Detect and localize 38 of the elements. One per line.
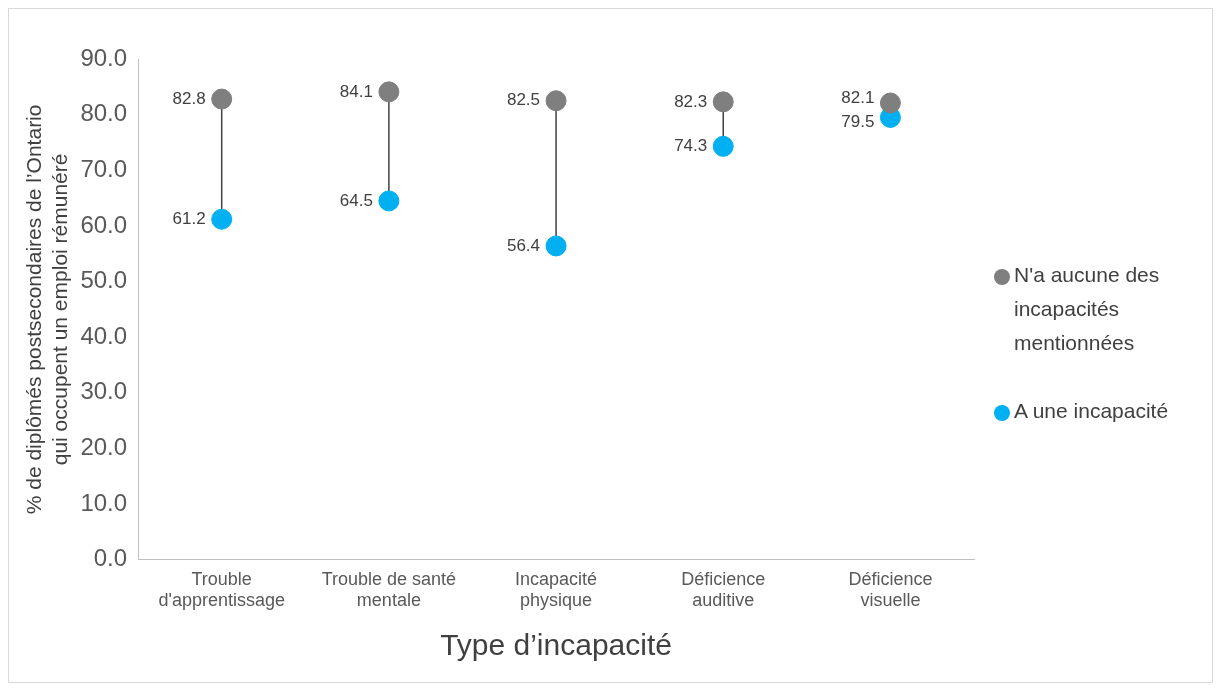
legend-label: N'a aucune des incapacités mentionnées <box>1014 261 1161 356</box>
data-label: 74.3 <box>674 136 708 156</box>
point <box>378 81 400 103</box>
point <box>545 90 567 112</box>
y-tick-label: 60.0 <box>80 210 128 238</box>
y-tick-label: 50.0 <box>80 266 128 294</box>
y-tick-label: 0.0 <box>93 544 128 572</box>
data-label: 84.1 <box>339 81 373 101</box>
data-label: 64.5 <box>339 190 373 210</box>
point <box>378 190 400 212</box>
data-label: 61.2 <box>172 208 206 228</box>
data-label: 82.1 <box>841 87 875 107</box>
legend-label: A une incapacité <box>1014 397 1169 424</box>
y-tick-label: 70.0 <box>80 154 128 182</box>
x-tick-label: Incapacité physique <box>515 568 598 611</box>
data-label: 82.3 <box>674 91 708 111</box>
x-axis-title: Type d’incapacité <box>440 628 672 662</box>
y-tick-label: 30.0 <box>80 377 128 405</box>
point <box>879 92 901 114</box>
y-axis-title: % de diplômés postsecondaires de l’Ontario qui occupent un emploi rémunéré <box>22 104 71 515</box>
point <box>712 91 734 113</box>
y-tick-label: 10.0 <box>80 488 128 516</box>
y-tick-label: 40.0 <box>80 321 128 349</box>
y-tick-label: 20.0 <box>80 433 128 461</box>
data-label: 79.5 <box>841 111 875 131</box>
data-label: 82.8 <box>172 88 206 108</box>
point <box>211 88 233 110</box>
x-tick-label: Trouble de santé mentale <box>321 568 457 611</box>
x-tick-label: Déficience visuelle <box>848 568 933 611</box>
x-tick-label: Trouble d'apprentissage <box>158 568 285 611</box>
data-label: 56.4 <box>506 235 541 255</box>
x-tick-label: Déficience auditive <box>681 568 766 611</box>
y-tick-label: 80.0 <box>80 99 128 127</box>
point <box>545 235 567 257</box>
y-tick-label: 90.0 <box>80 43 128 71</box>
point <box>211 208 233 230</box>
point <box>712 135 734 157</box>
data-label: 82.5 <box>506 90 541 110</box>
